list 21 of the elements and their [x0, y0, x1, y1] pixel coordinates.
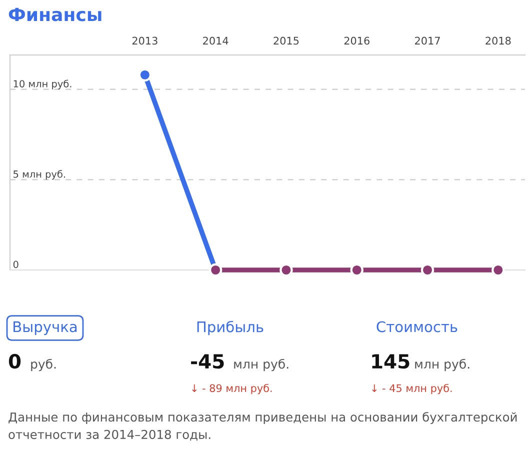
- text: руб.: [31, 358, 56, 372]
- text: ↓ - 89 млн руб.: [192, 384, 272, 394]
- text: млн руб.: [415, 358, 470, 372]
- y-tick-label: 0: [13, 260, 18, 268]
- text: Выручка: [14, 321, 77, 336]
- text: Прибыль: [197, 320, 264, 336]
- text: Стоимость: [376, 321, 458, 332]
- x-tick-label: 2015: [274, 36, 299, 45]
- x-tick-label: 2018: [486, 36, 511, 45]
- text: ↓ - 45 млн руб.: [372, 384, 452, 394]
- x-tick-label: 2013: [132, 36, 158, 45]
- x-tick-label: 2014: [203, 36, 228, 45]
- chart-title: Финансы: [8, 8, 102, 22]
- x-tick-label: 2016: [344, 36, 370, 45]
- text: -45: [191, 354, 224, 369]
- text: 145: [372, 354, 410, 369]
- text: Данные по финансовым показателям приведены на основании бухгалтерской отчетности за 2014–2018 годы.: [8, 412, 517, 441]
- text: млн руб.: [234, 358, 288, 372]
- y-tick-label: 10 млн руб.: [14, 80, 72, 90]
- y-tick-label: 5 млн руб.: [14, 170, 66, 180]
- x-tick-label: 2017: [415, 36, 440, 45]
